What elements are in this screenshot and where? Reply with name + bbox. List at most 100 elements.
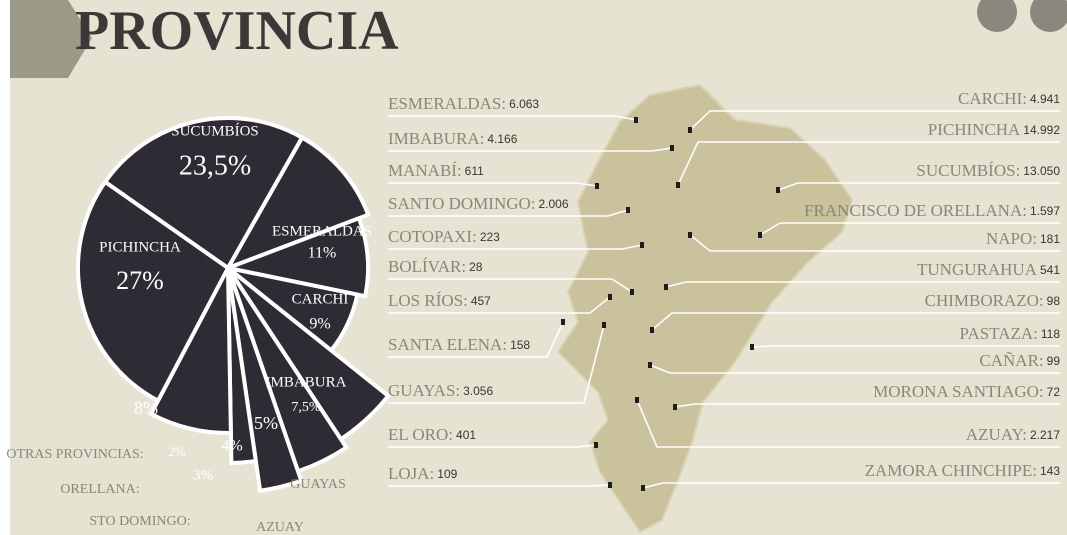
map-pin (664, 284, 668, 290)
province-value: 158 (510, 338, 530, 352)
province-name: CAÑAR: (979, 351, 1043, 370)
pie-slice (226, 267, 304, 493)
map-pin (750, 344, 754, 350)
province-value: 109 (437, 467, 457, 481)
slice-name: PICHINCHA (99, 239, 181, 255)
province-label: MANABÍ: 611 (388, 161, 484, 180)
province-value: 1.597 (1030, 204, 1060, 218)
leader-lines (388, 110, 1060, 491)
leader-line (388, 321, 564, 358)
map-pin (758, 232, 762, 238)
slice-percent: 11% (308, 245, 337, 262)
map-pin (595, 183, 599, 189)
province-value: 223 (480, 230, 500, 244)
map-pin (670, 145, 674, 151)
province-label: TUNGURAHUA 541 (917, 260, 1060, 279)
province-label: LOJA: 109 (388, 464, 458, 483)
pie-slice (223, 134, 371, 272)
province-value: 14.992 (1023, 123, 1060, 137)
map-pin (641, 485, 645, 491)
slice-name: SUCUMBÍOS (171, 122, 259, 139)
map-pin (688, 127, 692, 133)
province-name: COTOPAXI: (388, 227, 477, 246)
slice-percent: 9% (309, 316, 330, 333)
province-value: 3.056 (463, 384, 493, 398)
province-name: SANTO DOMINGO: (388, 194, 536, 213)
leader-line (388, 115, 637, 121)
province-value: 4.166 (487, 132, 517, 146)
province-label: SANTA ELENA: 158 (388, 335, 530, 354)
province-name: AZUAY: (966, 425, 1027, 444)
province-value: 28 (469, 260, 483, 274)
pie-slice (220, 215, 370, 299)
map-ecuador (556, 83, 854, 534)
province-value: 13.050 (1023, 164, 1060, 178)
leader-line (665, 281, 1060, 288)
province-label: MORONA SANTIAGO: 72 (873, 382, 1060, 401)
leader-line (677, 141, 1060, 186)
chart-title: PROVINCIA (75, 0, 399, 62)
province-label: FRANCISCO DE ORELLANA: 1.597 (804, 201, 1060, 220)
province-name: ESMERALDAS: (388, 94, 506, 113)
map-labels: ESMERALDAS: 6.063 IMBABURA: 4.166 MANABÍ: 611… (388, 89, 1060, 483)
province-name: CARCHI: (958, 89, 1027, 108)
nav-button[interactable] (977, 0, 1017, 32)
province-value: 2.217 (1030, 428, 1060, 442)
province-value: 2.006 (539, 197, 569, 211)
leader-line (689, 234, 1060, 252)
map-pin (688, 232, 692, 238)
province-label: PICHINCHA 14.992 (928, 120, 1061, 139)
map-pin (608, 482, 612, 488)
province-name: FRANCISCO DE ORELLANA: (804, 201, 1027, 220)
province-name: PASTAZA: (960, 324, 1038, 343)
province-label: IMBABURA: 4.166 (388, 129, 518, 148)
slice-percent: 5% (254, 413, 278, 433)
slice-percent: 8% (134, 398, 158, 418)
pie-slice (76, 179, 231, 404)
pie-slice (226, 267, 259, 466)
province-name: IMBABURA: (388, 129, 484, 148)
province-label: NAPO: 181 (986, 229, 1060, 248)
leader-line (777, 182, 1060, 191)
province-value: 72 (1047, 385, 1061, 399)
province-name: LOS RÍOS: (388, 291, 468, 310)
map-pin (626, 207, 630, 213)
province-value: 401 (456, 428, 476, 442)
province-value: 541 (1040, 263, 1060, 277)
leader-line (388, 147, 673, 152)
province-value: 99 (1047, 354, 1061, 368)
province-label: PASTAZA: 118 (960, 324, 1061, 343)
leader-line (751, 345, 1060, 348)
map-pin (650, 327, 654, 333)
header-arrow (10, 0, 92, 78)
pie-slice (102, 116, 305, 271)
province-label: BOLÍVAR: 28 (388, 257, 483, 276)
province-value: 181 (1040, 232, 1060, 246)
province-label: SANTO DOMINGO: 2.006 (388, 194, 569, 213)
province-label: EL ORO: 401 (388, 425, 476, 444)
province-name: GUAYAS: (388, 381, 460, 400)
pie: SUCUMBÍOS 23,5% ESMERALDAS 11% CARCHI 9% IMBAB… (6, 116, 392, 535)
province-value: 118 (1041, 327, 1060, 341)
slice-percent: 23,5% (179, 150, 251, 181)
slice-name: ORELLANA: (60, 482, 139, 497)
province-label: CARCHI: 4.941 (958, 89, 1060, 108)
map-pin (635, 397, 639, 403)
province-label: AZUAY: 2.217 (966, 425, 1060, 444)
province-name: BOLÍVAR: (388, 257, 466, 276)
leader-line (651, 312, 1060, 331)
province-name: SANTA ELENA: (388, 335, 507, 354)
leader-line (388, 324, 605, 404)
nav-button[interactable] (1030, 0, 1067, 32)
province-label: ESMERALDAS: 6.063 (388, 94, 539, 113)
map-pin (594, 442, 598, 448)
province-label: ZAMORA CHINCHIPE: 143 (865, 461, 1061, 480)
province-name: CHIMBORAZO: (925, 291, 1044, 310)
leader-line (649, 364, 1060, 374)
province-value: 143 (1040, 464, 1060, 478)
slice-percent: 27% (116, 266, 164, 295)
province-label: CAÑAR: 99 (979, 351, 1060, 370)
province-label: SUCUMBÍOS: 13.050 (916, 161, 1060, 180)
slice-percent: 3% (193, 467, 213, 483)
